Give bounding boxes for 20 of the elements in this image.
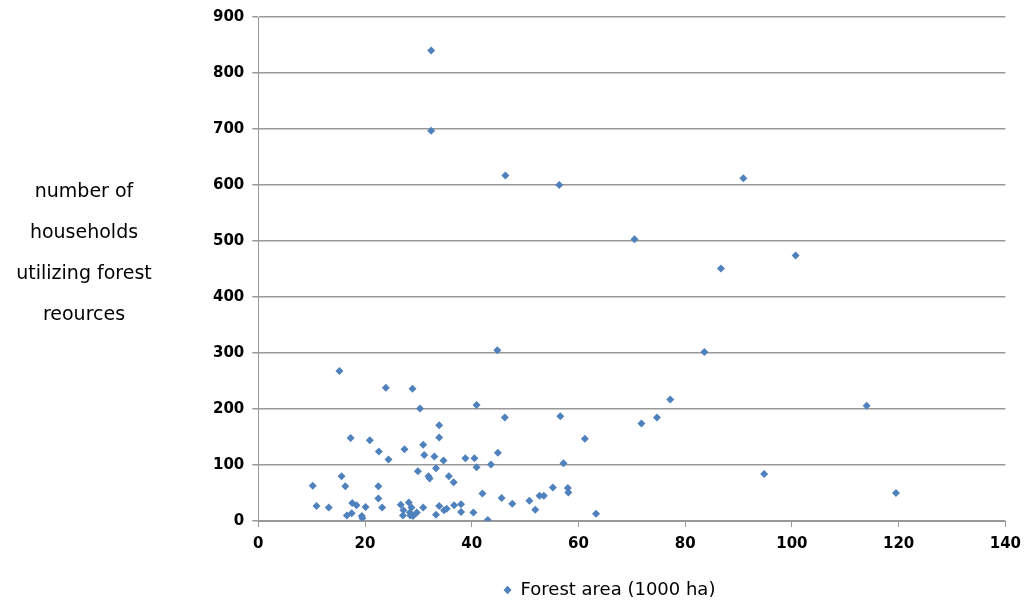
x-tick-label: 60 bbox=[568, 533, 589, 552]
y-tick-label: 0 bbox=[233, 510, 245, 529]
x-tick-label: 0 bbox=[253, 533, 264, 552]
y-tick-label: 400 bbox=[213, 286, 245, 305]
x-tick-label: 80 bbox=[674, 533, 696, 552]
legend-label: Forest area (1000 ha) bbox=[520, 577, 716, 599]
y-tick-label: 700 bbox=[213, 118, 245, 137]
y-tick-label: 300 bbox=[213, 342, 245, 361]
y-tick-label: 100 bbox=[213, 454, 245, 473]
x-tick-label: 100 bbox=[776, 533, 808, 552]
y-tick-label: 800 bbox=[213, 62, 245, 81]
x-tick-label: 140 bbox=[989, 533, 1021, 552]
x-tick-label: 20 bbox=[354, 533, 376, 552]
y-axis-title: number of households utilizing forest reources bbox=[16, 178, 152, 326]
x-tick-label: 120 bbox=[882, 533, 915, 552]
y-tick-label: 600 bbox=[213, 174, 245, 193]
y-tick-label: 200 bbox=[213, 398, 245, 417]
x-tick-label: 40 bbox=[461, 533, 483, 552]
y-tick-label: 900 bbox=[213, 6, 245, 25]
y-tick-label: 500 bbox=[213, 230, 245, 249]
